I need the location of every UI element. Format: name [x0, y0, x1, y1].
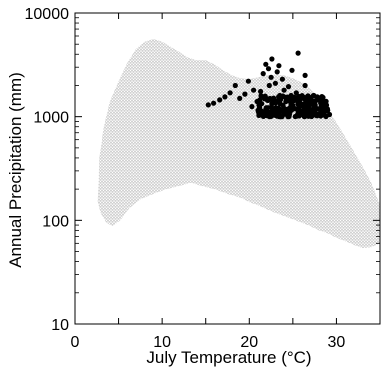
dark-point: [289, 67, 295, 73]
dark-point: [286, 111, 292, 118]
dark-point: [268, 74, 274, 80]
dark-point: [211, 100, 217, 106]
light-points-cloud: [97, 39, 380, 249]
dark-point: [280, 102, 286, 108]
x-axis-ticks: 0 10 20 30: [71, 13, 381, 351]
dark-point: [265, 66, 272, 72]
dark-point: [272, 80, 278, 86]
dark-point: [325, 107, 331, 113]
dark-point: [274, 69, 280, 75]
dark-point: [276, 63, 282, 69]
x-tick-label: 30: [328, 334, 346, 351]
dark-point: [269, 108, 275, 114]
x-tick-label: 10: [153, 334, 171, 351]
dark-point: [267, 114, 273, 120]
dark-point: [299, 94, 305, 100]
x-axis-title: July Temperature (°C): [146, 348, 311, 367]
dark-point: [263, 61, 269, 67]
y-tick-label: 100: [42, 213, 69, 230]
dark-point: [255, 107, 261, 113]
dark-point: [265, 97, 271, 103]
dark-point: [285, 84, 292, 90]
dark-point: [314, 94, 320, 100]
dark-point: [265, 109, 271, 115]
dark-point: [237, 95, 243, 101]
dark-point: [266, 82, 272, 89]
dark-point: [258, 93, 264, 99]
dark-point: [281, 111, 288, 117]
dark-point: [259, 101, 265, 107]
dark-point: [321, 104, 327, 110]
dark-point: [312, 104, 318, 110]
dark-point: [259, 111, 265, 117]
dark-point: [260, 71, 266, 77]
plot-frame: [74, 12, 381, 325]
dark-point: [292, 113, 298, 120]
x-tick-label: 0: [71, 334, 80, 351]
dark-point: [282, 107, 288, 113]
dark-point: [279, 76, 285, 82]
dark-points: [205, 50, 333, 120]
dark-point: [295, 50, 301, 56]
dark-point: [227, 90, 233, 96]
dark-point: [301, 113, 307, 119]
dark-point: [306, 95, 312, 101]
dark-point: [217, 97, 223, 103]
dark-point: [245, 78, 251, 84]
y-axis-ticks: 10 100 1000 10000: [25, 6, 380, 334]
dark-point: [254, 98, 260, 105]
dark-point: [249, 104, 255, 110]
dark-point: [251, 87, 257, 93]
dark-point: [262, 93, 268, 99]
dark-point: [275, 109, 281, 115]
dark-point: [322, 112, 328, 119]
dark-point: [302, 82, 308, 89]
dark-point: [283, 98, 289, 105]
dark-point: [288, 92, 294, 99]
dark-point: [302, 72, 308, 78]
y-axis-title: Annual Precipitation (mm): [6, 72, 25, 268]
dark-point: [269, 56, 275, 62]
dark-point: [205, 102, 211, 108]
y-tick-label: 10000: [25, 6, 70, 23]
dark-point: [297, 110, 303, 117]
dark-point: [326, 111, 333, 118]
dark-point: [318, 111, 324, 117]
dark-point: [307, 102, 313, 108]
light-points-region: [97, 39, 380, 249]
dark-point: [312, 111, 319, 118]
dark-point: [232, 82, 238, 89]
dark-point: [265, 105, 271, 111]
dark-point: [293, 90, 299, 96]
dark-point: [281, 87, 287, 93]
dark-point: [258, 88, 264, 95]
dark-point: [277, 92, 283, 99]
dark-point: [242, 91, 248, 97]
dark-point: [305, 109, 312, 115]
y-tick-label: 10: [51, 317, 69, 334]
dark-point: [271, 95, 277, 101]
dark-point: [319, 94, 325, 100]
dark-point: [291, 105, 297, 112]
dark-point: [222, 94, 228, 100]
dark-point: [318, 100, 324, 106]
y-tick-label: 1000: [33, 110, 69, 127]
x-tick-label: 20: [240, 334, 258, 351]
